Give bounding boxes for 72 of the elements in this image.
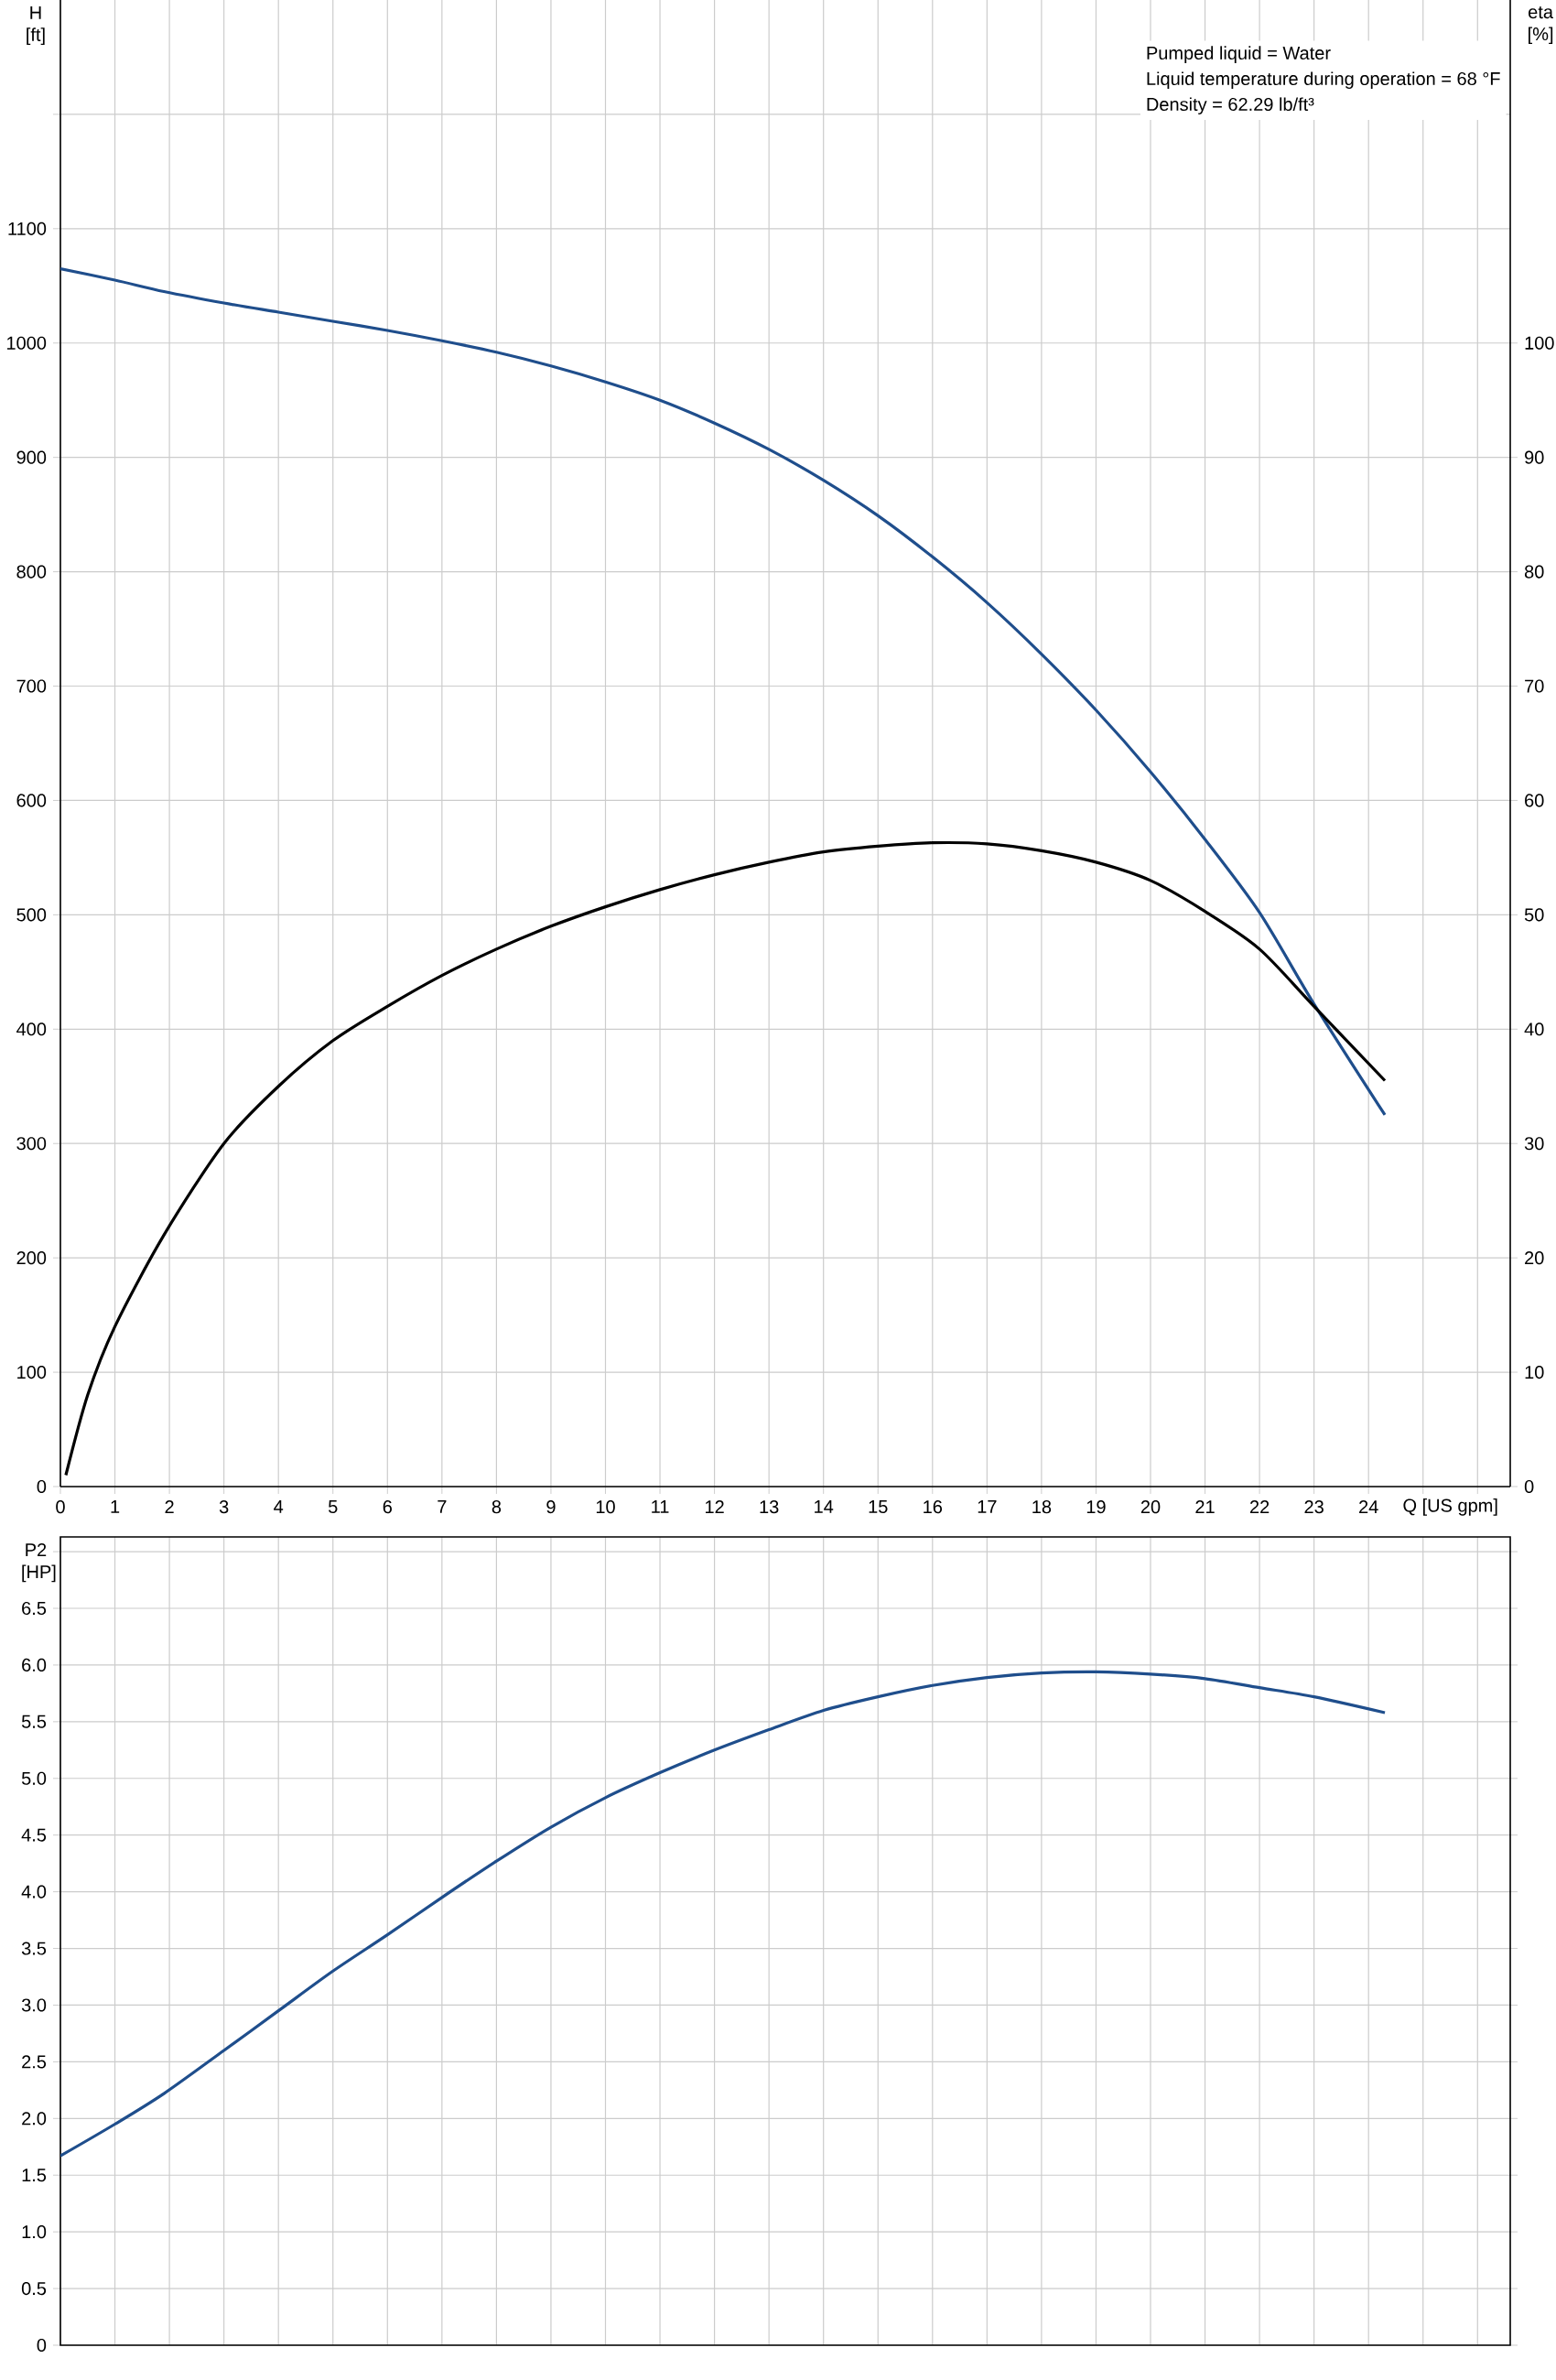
x-tick-label: 17 xyxy=(978,1500,997,1513)
x-tick-label: 8 xyxy=(492,1500,502,1514)
y-tick-label: 600 xyxy=(16,794,47,807)
y-axis-title: P2 [HP] xyxy=(22,1543,56,1583)
x-tick-label: 7 xyxy=(438,1500,447,1513)
annotation: Pumped liquid = Water xyxy=(1147,46,1331,64)
x-tick-label: 15 xyxy=(869,1500,888,1513)
x-tick-label: 19 xyxy=(1086,1500,1106,1514)
x-tick-label: 20 xyxy=(1140,1500,1161,1514)
y-tick-label: 0 xyxy=(37,2338,47,2353)
y-tick-label: 2.0 xyxy=(22,2112,47,2126)
y-tick-label: 1100 xyxy=(8,222,47,235)
y2-tick-label: 30 xyxy=(1524,1137,1544,1151)
x-tick-label: 14 xyxy=(815,1500,834,1513)
y-tick-label: 5.5 xyxy=(21,1715,47,1728)
y2-tick-label: 100 xyxy=(1525,336,1554,350)
line-series xyxy=(60,266,1387,1117)
y-tick-label: 0 xyxy=(37,1479,47,1494)
y-tick-label: 0.5 xyxy=(21,2282,47,2296)
y-tick-label: 100 xyxy=(17,1365,47,1379)
y-tick-label: 4.0 xyxy=(21,1885,47,1899)
x-tick-label: 2 xyxy=(165,1500,174,1514)
annotation: Liquid temperature during operation = 68 °F xyxy=(1147,71,1500,90)
y2-tick-label: 50 xyxy=(1524,908,1544,922)
line-series xyxy=(60,1670,1387,2158)
y-tick-label: 300 xyxy=(16,1137,47,1151)
y2-tick-label: 40 xyxy=(1524,1022,1544,1036)
y-axis-title: H [ft] xyxy=(27,6,45,45)
x-tick-label: 13 xyxy=(760,1500,779,1514)
y2-tick-label: 70 xyxy=(1525,679,1544,693)
y-tick-label: 200 xyxy=(16,1251,47,1265)
y2-axis-title: eta [%] xyxy=(1529,6,1553,45)
x-tick-label: 9 xyxy=(546,1500,556,1514)
y2-tick-label: 90 xyxy=(1525,450,1544,464)
y2-tick-label: 60 xyxy=(1525,794,1544,807)
x-tick-label: 6 xyxy=(383,1500,392,1514)
y-tick-label: 3.0 xyxy=(21,1998,47,2012)
y-tick-label: 1.5 xyxy=(22,2169,47,2182)
x-tick-label: 0 xyxy=(56,1500,65,1514)
x-tick-label: 22 xyxy=(1249,1500,1270,1514)
y-tick-label: 6.0 xyxy=(22,1658,47,1671)
annotation: Density = 62.29 lb/ft³ xyxy=(1147,97,1314,115)
line-series xyxy=(64,840,1387,1477)
y2-tick-label: 80 xyxy=(1524,565,1544,579)
x-tick-label: 18 xyxy=(1032,1500,1052,1514)
x-tick-label: 11 xyxy=(652,1500,669,1513)
x-tick-label: 24 xyxy=(1359,1500,1378,1514)
y-tick-label: 3.5 xyxy=(21,1942,47,1955)
y-tick-label: 5.0 xyxy=(21,1771,47,1785)
x-tick-label: 1 xyxy=(111,1500,120,1513)
y-tick-label: 1000 xyxy=(6,336,47,350)
y-tick-label: 1.0 xyxy=(22,2225,47,2239)
x-tick-label: 12 xyxy=(706,1500,724,1514)
y2-tick-label: 0 xyxy=(1524,1479,1534,1494)
x-axis-title: Q [US gpm] xyxy=(1403,1498,1497,1516)
y-tick-label: 500 xyxy=(16,908,47,922)
y2-tick-label: 10 xyxy=(1525,1365,1544,1379)
y-tick-label: 900 xyxy=(16,450,47,464)
y-tick-label: 400 xyxy=(16,1022,47,1036)
y-tick-label: 800 xyxy=(16,565,47,579)
x-tick-label: 5 xyxy=(329,1500,338,1513)
x-tick-label: 21 xyxy=(1195,1500,1215,1514)
x-tick-label: 4 xyxy=(274,1500,284,1513)
y-tick-label: 2.5 xyxy=(22,2055,47,2069)
y-tick-label: 4.5 xyxy=(21,1828,47,1842)
x-tick-label: 16 xyxy=(924,1500,943,1514)
x-tick-label: 23 xyxy=(1304,1500,1324,1514)
y2-tick-label: 20 xyxy=(1525,1251,1544,1265)
x-tick-label: 10 xyxy=(596,1500,615,1514)
y-tick-label: 6.5 xyxy=(22,1601,47,1616)
x-tick-label: 3 xyxy=(219,1500,229,1514)
y-tick-label: 700 xyxy=(16,679,47,693)
